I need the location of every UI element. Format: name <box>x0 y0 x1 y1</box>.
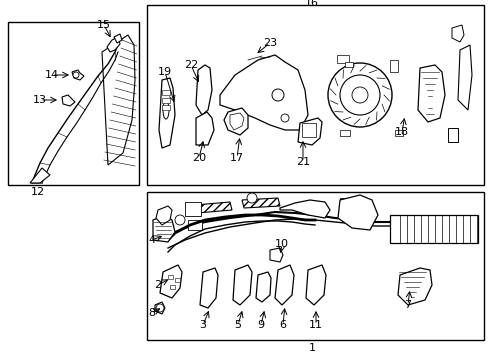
Bar <box>339 198 353 212</box>
Text: 5: 5 <box>234 320 241 330</box>
Text: 12: 12 <box>31 187 45 197</box>
Bar <box>162 90 170 95</box>
Polygon shape <box>256 272 270 302</box>
Circle shape <box>351 87 367 103</box>
Circle shape <box>246 193 257 203</box>
Circle shape <box>339 75 379 115</box>
Bar <box>339 130 349 136</box>
Bar <box>187 220 202 230</box>
Polygon shape <box>451 25 463 42</box>
Polygon shape <box>114 34 122 43</box>
Bar <box>447 128 457 142</box>
Polygon shape <box>229 113 244 130</box>
Polygon shape <box>159 78 175 148</box>
Text: 23: 23 <box>263 38 277 48</box>
Circle shape <box>156 304 163 312</box>
Text: 21: 21 <box>295 157 309 167</box>
Polygon shape <box>196 112 214 145</box>
Text: 17: 17 <box>229 153 244 163</box>
Circle shape <box>175 215 184 225</box>
Bar <box>147 192 483 340</box>
Polygon shape <box>224 108 247 135</box>
Polygon shape <box>232 265 251 305</box>
Text: 1: 1 <box>308 343 315 353</box>
Polygon shape <box>196 65 212 115</box>
Text: 4: 4 <box>148 235 155 245</box>
Text: 8: 8 <box>148 308 155 318</box>
Bar <box>345 62 352 67</box>
Ellipse shape <box>163 101 169 119</box>
Bar <box>170 285 175 289</box>
Polygon shape <box>200 268 218 308</box>
Polygon shape <box>242 198 280 208</box>
Polygon shape <box>62 95 75 106</box>
Bar <box>389 215 477 243</box>
Text: 3: 3 <box>199 320 206 330</box>
Polygon shape <box>156 206 172 225</box>
Polygon shape <box>280 200 329 218</box>
Bar <box>336 55 348 63</box>
Polygon shape <box>195 202 231 213</box>
Polygon shape <box>160 265 182 298</box>
Polygon shape <box>220 55 307 130</box>
Text: 11: 11 <box>308 320 323 330</box>
Text: 13: 13 <box>33 95 47 105</box>
Bar <box>147 5 483 185</box>
Bar <box>302 123 315 137</box>
Polygon shape <box>457 45 471 110</box>
Polygon shape <box>337 195 377 230</box>
Bar <box>354 210 364 218</box>
Bar <box>175 278 180 282</box>
Text: 10: 10 <box>274 239 288 249</box>
Bar <box>168 275 173 279</box>
Polygon shape <box>155 302 164 314</box>
Text: 6: 6 <box>279 320 286 330</box>
Circle shape <box>327 63 391 127</box>
Polygon shape <box>305 265 325 305</box>
Text: 14: 14 <box>45 70 59 80</box>
Polygon shape <box>153 215 175 242</box>
Polygon shape <box>417 65 444 122</box>
Text: 20: 20 <box>192 153 205 163</box>
Text: 9: 9 <box>257 320 264 330</box>
Bar <box>162 105 170 110</box>
Polygon shape <box>274 265 293 305</box>
Polygon shape <box>102 35 135 165</box>
Polygon shape <box>72 70 84 80</box>
Text: 15: 15 <box>97 20 111 30</box>
Circle shape <box>271 89 284 101</box>
Bar <box>184 202 201 216</box>
Bar <box>8 22 139 185</box>
Circle shape <box>73 72 79 78</box>
Polygon shape <box>30 168 50 183</box>
Text: 19: 19 <box>158 67 172 77</box>
Polygon shape <box>107 37 120 52</box>
Polygon shape <box>269 248 283 262</box>
Text: 18: 18 <box>394 127 408 137</box>
Bar <box>162 98 170 103</box>
Polygon shape <box>297 118 321 145</box>
Polygon shape <box>397 268 431 305</box>
Text: 7: 7 <box>404 300 411 310</box>
Circle shape <box>281 114 288 122</box>
Bar <box>394 130 402 136</box>
Text: 16: 16 <box>305 0 318 8</box>
Text: 22: 22 <box>183 60 198 70</box>
Text: 2: 2 <box>154 280 161 290</box>
Bar <box>389 60 397 72</box>
